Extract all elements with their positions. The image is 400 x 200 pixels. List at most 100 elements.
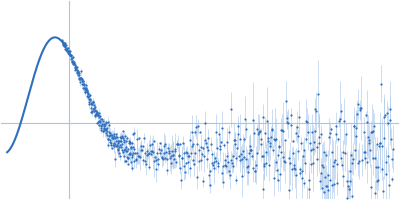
Point [59,38,66,42]
Point [261,165,268,168]
Point [72,65,79,68]
Point [244,165,250,169]
Point [320,165,326,168]
Point [148,152,154,155]
Point [99,118,105,121]
Point [84,88,91,91]
Point [381,115,388,119]
Point [347,169,354,172]
Point [84,89,90,92]
Point [324,184,330,188]
Point [93,110,99,113]
Point [386,183,392,186]
Point [161,151,167,155]
Point [276,144,282,148]
Point [94,111,100,114]
Point [122,149,129,153]
Point [120,140,127,144]
Point [306,178,312,182]
Point [66,52,72,55]
Point [321,191,328,194]
Point [356,109,363,112]
Point [100,129,106,133]
Point [176,154,182,157]
Point [376,141,383,144]
Point [156,151,163,154]
Point [72,63,78,67]
Point [376,144,382,147]
Point [140,158,146,161]
Point [142,159,148,162]
Point [96,124,102,127]
Point [134,152,141,155]
Point [212,157,218,160]
Point [240,155,247,158]
Point [290,139,296,142]
Point [122,159,128,162]
Point [178,157,185,160]
Point [120,136,126,139]
Point [165,147,171,150]
Point [267,144,274,147]
Point [257,137,264,140]
Point [254,151,260,154]
Point [289,151,296,154]
Point [124,137,130,140]
Point [234,125,241,128]
Point [168,154,174,158]
Point [113,133,119,136]
Point [108,134,114,137]
Point [210,161,217,164]
Point [301,182,308,185]
Point [127,142,134,145]
Point [188,151,194,155]
Point [354,112,360,116]
Point [79,80,86,83]
Point [66,49,73,52]
Point [132,151,138,154]
Point [132,158,139,161]
Point [152,159,159,162]
Point [334,182,340,185]
Point [140,145,146,148]
Point [203,142,209,145]
Point [123,160,129,163]
Point [61,44,67,47]
Point [71,62,77,65]
Point [370,130,376,133]
Point [94,121,101,125]
Point [111,144,117,147]
Point [353,126,360,129]
Point [232,142,238,146]
Point [80,87,87,90]
Point [231,138,237,141]
Point [167,157,173,160]
Point [158,156,165,159]
Point [75,70,82,73]
Point [236,155,242,158]
Point [62,47,69,50]
Point [117,154,124,157]
Point [238,174,245,177]
Point [340,175,346,178]
Point [351,125,358,128]
Point [246,144,253,147]
Point [294,150,301,153]
Point [343,133,349,136]
Point [177,166,183,169]
Point [73,65,79,68]
Point [88,111,95,114]
Point [218,140,224,143]
Point [297,171,304,174]
Point [69,57,75,60]
Point [287,123,294,127]
Point [70,62,77,65]
Point [354,103,361,106]
Point [94,113,101,116]
Point [114,144,120,147]
Point [116,139,122,143]
Point [177,143,184,146]
Point [366,141,372,144]
Point [280,130,286,133]
Point [96,120,103,123]
